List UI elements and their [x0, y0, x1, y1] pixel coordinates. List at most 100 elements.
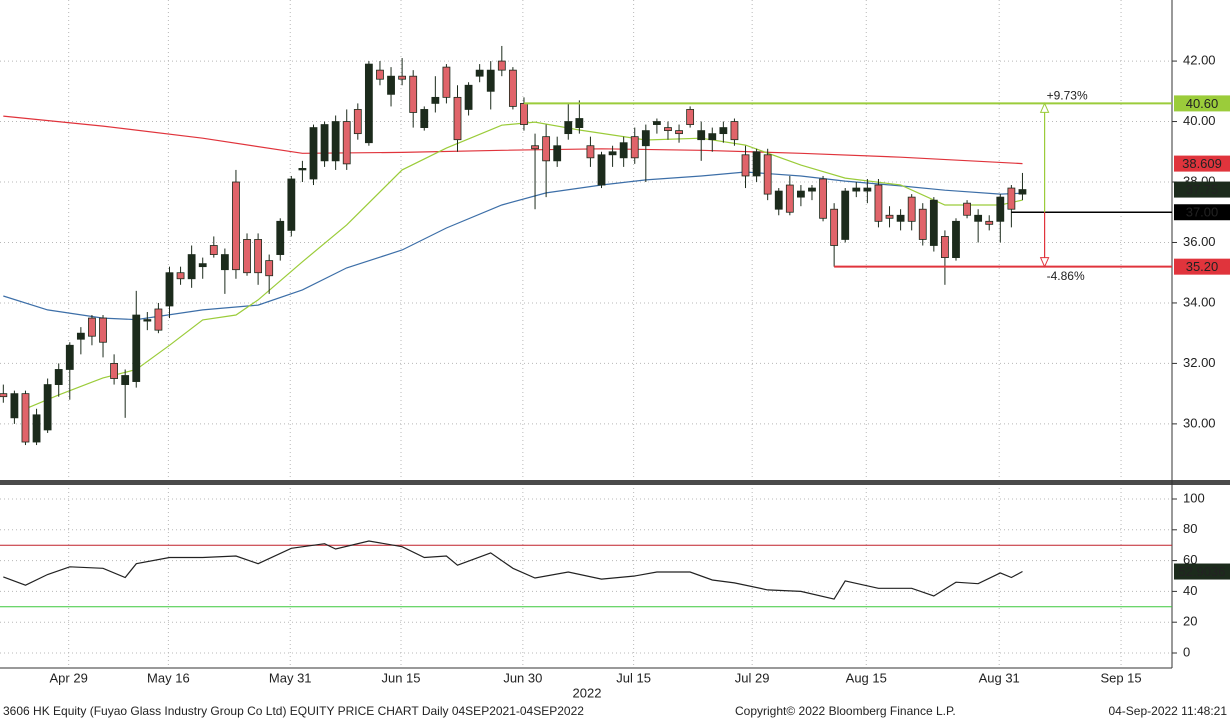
- last-price-label-text: 37.75: [1186, 182, 1219, 197]
- x-tick-label: May 31: [269, 670, 312, 685]
- candle-body: [486, 69, 495, 92]
- candle-body: [187, 254, 196, 280]
- candle-body: [475, 69, 484, 77]
- candle-body: [608, 151, 617, 156]
- candle-body: [752, 151, 761, 177]
- candle-body: [697, 130, 706, 141]
- x-tick-label: Jun 15: [381, 670, 420, 685]
- candle-body: [763, 154, 772, 195]
- x-tick-label: Jul 29: [735, 670, 770, 685]
- candle-body: [376, 69, 384, 80]
- candle-body: [996, 196, 1005, 222]
- candle-body: [841, 190, 850, 240]
- candle-body: [409, 75, 418, 113]
- candle-body: [320, 124, 329, 162]
- footer-center: Copyright© 2022 Bloomberg Finance L.P.: [735, 704, 956, 718]
- level-change: +9.73%: [1047, 89, 1088, 103]
- candle-body: [209, 245, 218, 255]
- candle-body: [464, 84, 473, 110]
- candle-body: [830, 208, 839, 246]
- candle-body: [885, 214, 894, 219]
- candle-body: [309, 127, 318, 180]
- last-price-label-box: [1174, 181, 1230, 198]
- candle-body: [32, 414, 41, 443]
- candle-body: [387, 75, 395, 95]
- candle-body: [664, 127, 672, 132]
- moving-average-line: [3, 115, 1023, 165]
- candle-body: [1018, 189, 1027, 195]
- candle-body: [243, 239, 251, 274]
- candle-body: [907, 196, 916, 222]
- candle-body: [10, 393, 19, 419]
- x-tick-label: Sep 15: [1100, 670, 1141, 685]
- candle-body: [531, 145, 539, 150]
- candle-body: [442, 66, 451, 98]
- y-tick-label: 0: [1183, 644, 1190, 659]
- moving-average-line: [3, 171, 1023, 321]
- candle-body: [719, 127, 728, 135]
- arrow-head: [1039, 257, 1050, 268]
- candle-body: [630, 136, 639, 159]
- candle-body: [342, 121, 351, 165]
- candle-body: [232, 181, 240, 271]
- last-indicator-label-text: 52.9036: [1179, 564, 1226, 579]
- x-period-label: 2022: [573, 685, 602, 700]
- candle-body: [963, 202, 971, 216]
- y-tick-label: 42.00: [1183, 53, 1216, 68]
- base-level-label-text: 37.00: [1186, 205, 1219, 220]
- candle-body: [176, 272, 185, 280]
- level-label-box: [1174, 95, 1230, 112]
- candle-body: [420, 109, 429, 128]
- x-tick-label: Jun 30: [503, 670, 542, 685]
- x-tick-label: Apr 29: [50, 670, 88, 685]
- x-tick-label: May 16: [147, 670, 190, 685]
- candle-body: [198, 263, 207, 268]
- last-ma-label-text: 38.609: [1182, 156, 1222, 171]
- level-label-text: 40.60: [1186, 96, 1219, 111]
- footer-right: 04-Sep-2022 11:48:21: [1108, 704, 1227, 718]
- candle-body: [398, 75, 407, 80]
- candle-body: [774, 190, 783, 210]
- candle-body: [431, 96, 440, 104]
- candle-body: [553, 145, 562, 162]
- candle-body: [143, 319, 152, 322]
- candle-body: [54, 369, 63, 385]
- y-tick-label: 40.00: [1183, 113, 1216, 128]
- candle-body: [353, 109, 362, 135]
- level-label-text: 35.20: [1186, 259, 1219, 274]
- candle-body: [874, 184, 883, 222]
- base-level-label-box: [1174, 204, 1230, 221]
- y-tick-label: 32.00: [1183, 355, 1216, 370]
- footer-left: 3606 HK Equity (Fuyao Glass Industry Gro…: [3, 704, 584, 718]
- y-tick-label: 40: [1183, 583, 1197, 598]
- candle-body: [675, 130, 683, 135]
- candle-body: [941, 236, 949, 258]
- candle-body: [586, 145, 595, 159]
- candle-body: [575, 118, 584, 128]
- candle-body: [708, 133, 717, 141]
- candle-body: [985, 220, 994, 225]
- y-tick-label: 34.00: [1183, 294, 1216, 309]
- candle-body: [99, 317, 107, 343]
- candle-body: [520, 103, 528, 125]
- candle-body: [154, 308, 163, 331]
- x-tick-label: Aug 15: [846, 670, 887, 685]
- candle-body: [453, 96, 462, 141]
- candle-body: [686, 109, 695, 125]
- arrow-head: [1039, 102, 1050, 113]
- candle-body: [1007, 187, 1016, 210]
- candle-body: [21, 393, 30, 443]
- candle-body: [88, 317, 96, 337]
- candle-body: [808, 187, 816, 192]
- candle-body: [65, 344, 74, 370]
- candle-body: [76, 332, 85, 340]
- level-label-box: [1174, 258, 1230, 275]
- candle-body: [619, 142, 628, 159]
- candle-body: [0, 393, 8, 398]
- candle-body: [497, 60, 506, 71]
- y-tick-label: 100: [1183, 490, 1205, 505]
- y-tick-label: 30.00: [1183, 415, 1216, 430]
- candle-body: [331, 121, 340, 162]
